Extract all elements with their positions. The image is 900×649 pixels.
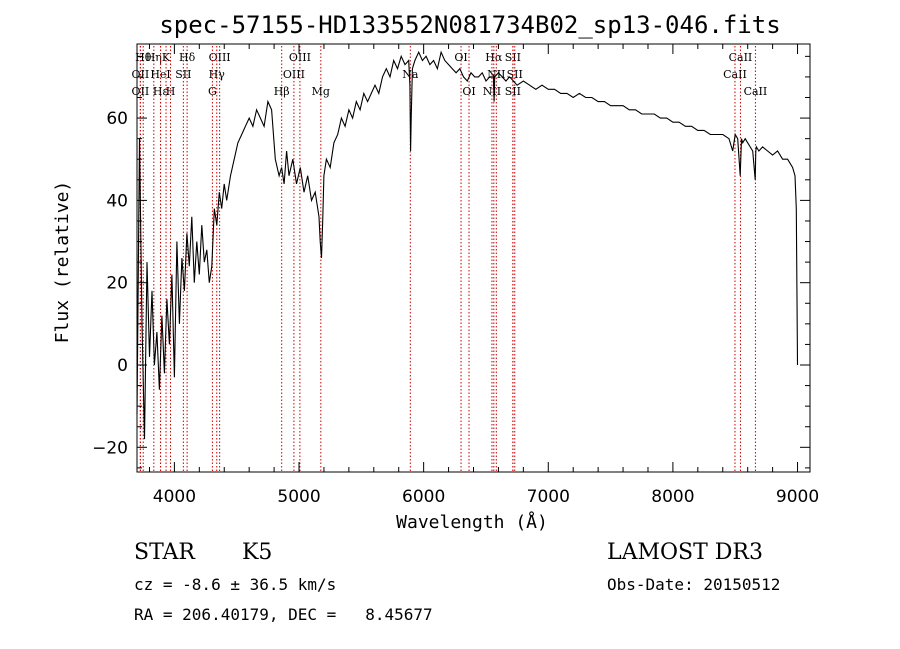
marker-label-10: OIII bbox=[209, 51, 231, 64]
spectrum-line bbox=[136, 50, 799, 440]
y-tick-label-2: 20 bbox=[106, 274, 128, 294]
marker-label-20: Hα bbox=[485, 51, 503, 64]
marker-label-18: OI bbox=[454, 51, 467, 64]
x-tick-label-2: 6000 bbox=[402, 487, 445, 507]
x-tick-label-1: 5000 bbox=[277, 487, 320, 507]
marker-label-5: Hε bbox=[153, 85, 169, 98]
marker-label-17: Na bbox=[402, 68, 419, 81]
y-tick-label-1: 0 bbox=[117, 356, 128, 376]
coordinates: RA = 206.40179, DEC = 8.45677 bbox=[134, 605, 433, 624]
marker-label-12: G bbox=[208, 85, 217, 98]
marker-label-3: Hη bbox=[146, 51, 162, 64]
y-tick-label-3: 40 bbox=[106, 191, 128, 211]
marker-label-2: OII bbox=[132, 85, 150, 98]
plot-frame bbox=[136, 43, 811, 473]
x-axis-ticks: 4000 5000 6000 7000 8000 9000 bbox=[148, 44, 819, 507]
marker-label-6: K bbox=[162, 51, 171, 64]
marker-label-28: CaII bbox=[744, 85, 768, 98]
x-tick-label-5: 9000 bbox=[776, 487, 819, 507]
marker-label-24: SII bbox=[507, 68, 523, 81]
x-tick-label-4: 8000 bbox=[651, 487, 694, 507]
x-axis-label: Wavelength (Å) bbox=[396, 511, 548, 533]
marker-label-8: H bbox=[166, 85, 176, 98]
marker-label-9: Hδ bbox=[179, 51, 196, 64]
object-class: STAR bbox=[134, 540, 195, 565]
x-tick-label-3: 7000 bbox=[527, 487, 570, 507]
marker-label-15: OIII bbox=[283, 68, 305, 81]
observation-date: Obs-Date: 20150512 bbox=[607, 575, 781, 594]
redshift-velocity: cz = -8.6 ± 36.5 km/s bbox=[134, 575, 337, 594]
marker-label-14: OIII bbox=[289, 51, 311, 64]
marker-label-13: Hβ bbox=[274, 85, 290, 98]
marker-label-25: SII bbox=[505, 85, 521, 98]
marker-label-27: CaII bbox=[723, 68, 747, 81]
marker-label-22: NII bbox=[483, 85, 501, 98]
marker-label-7: SII bbox=[175, 68, 191, 81]
y-axis-label: Flux (relative) bbox=[52, 181, 73, 344]
y-axis-ticks: −20 0 20 40 60 bbox=[92, 55, 810, 469]
survey-name: LAMOST DR3 bbox=[607, 540, 763, 565]
marker-label-19: OI bbox=[462, 85, 475, 98]
marker-label-0: Hθ bbox=[135, 51, 152, 64]
chart-title: spec-57155-HD133552N081734B02_sp13-046.f… bbox=[159, 11, 780, 39]
x-tick-label-0: 4000 bbox=[153, 487, 196, 507]
marker-label-26: CaII bbox=[729, 51, 753, 64]
marker-label-16: Mg bbox=[312, 85, 330, 98]
y-tick-label-4: 60 bbox=[106, 109, 128, 129]
y-tick-label-0: −20 bbox=[92, 438, 128, 458]
marker-label-11: Hγ bbox=[209, 68, 226, 81]
object-subclass: K5 bbox=[242, 540, 273, 565]
